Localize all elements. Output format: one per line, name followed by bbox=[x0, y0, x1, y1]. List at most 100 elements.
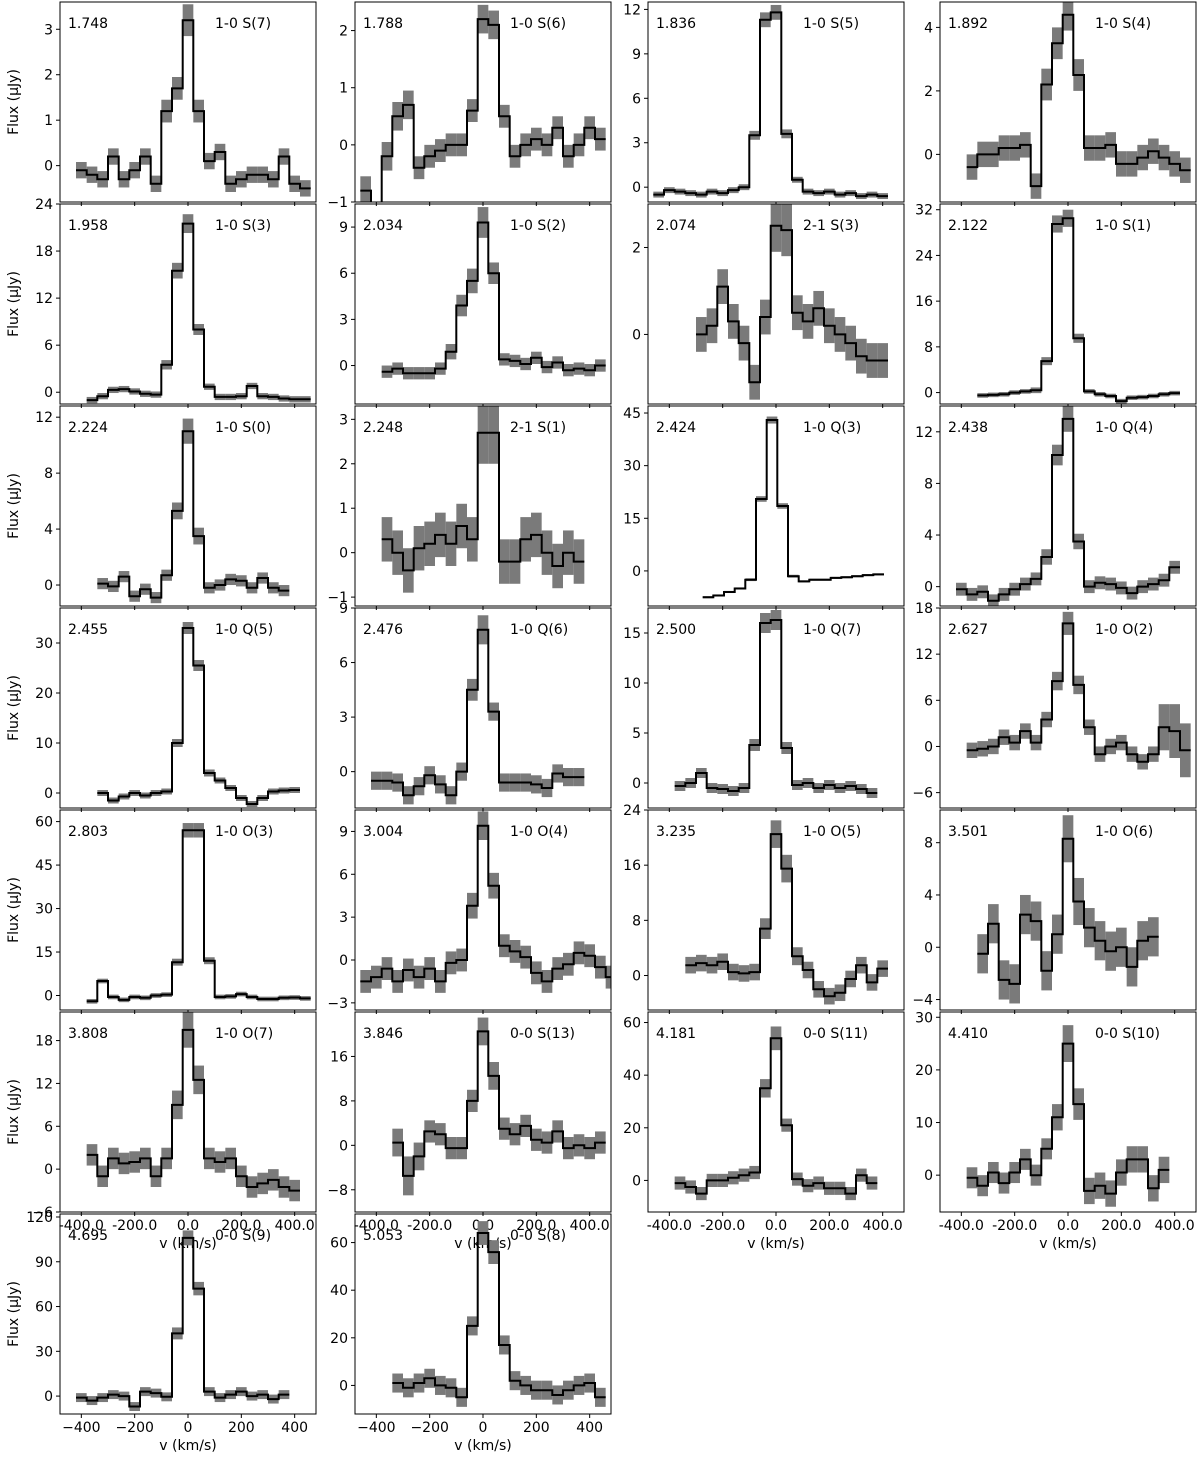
y-tick-label: 30 bbox=[35, 636, 53, 652]
y-tick-label: 12 bbox=[623, 2, 641, 18]
y-tick-label: 24 bbox=[623, 803, 641, 819]
y-tick-label: 0 bbox=[924, 940, 933, 956]
y-tick-label: 18 bbox=[35, 1034, 53, 1050]
y-tick-label: 1 bbox=[44, 113, 53, 129]
x-tick-label: 0.0 bbox=[177, 1218, 199, 1234]
y-tick-label: −3 bbox=[327, 996, 348, 1012]
y-tick-label: 2 bbox=[924, 84, 933, 100]
flux-step-line bbox=[97, 627, 300, 805]
transition-label: 1-0 O(4) bbox=[510, 824, 568, 840]
x-tick-label: -400.0 bbox=[647, 1218, 692, 1234]
panel-1-0-s-7-: 0 1 2 3 Flux (μJy) 1.748 1-0 S(7) bbox=[6, 1, 317, 206]
y-tick-label: 10 bbox=[623, 676, 641, 692]
y-tick-label: 120 bbox=[26, 1210, 53, 1226]
y-tick-label: 18 bbox=[915, 601, 933, 617]
y-tick-label: 10 bbox=[915, 1116, 933, 1132]
plot-area bbox=[674, 610, 878, 798]
y-tick-label: 12 bbox=[35, 291, 53, 307]
y-axis-label: Flux (μJy) bbox=[6, 1281, 22, 1347]
y-tick-label: 60 bbox=[623, 1016, 641, 1032]
panel-1-0-s-6-: −1 0 1 2 1.788 1-0 S(6) bbox=[327, 1, 612, 211]
x-tick-label: 200.0 bbox=[1101, 1218, 1141, 1234]
panel-1-0-q-5-: 0 10 20 30 Flux (μJy) 2.455 1-0 Q(5) bbox=[6, 607, 317, 812]
y-tick-label: 15 bbox=[623, 626, 641, 642]
y-tick-label: 16 bbox=[915, 294, 933, 310]
panel-1-0-q-3-: 0 15 30 45 2.424 1-0 Q(3) bbox=[623, 405, 905, 610]
y-tick-label: 10 bbox=[35, 736, 53, 752]
transition-label: 1-0 S(0) bbox=[215, 420, 271, 436]
y-tick-label: 4 bbox=[924, 20, 933, 36]
x-tick-label: -200.0 bbox=[700, 1218, 745, 1234]
transition-label: 0-0 S(10) bbox=[1095, 1026, 1160, 1042]
x-tick-label: 400.0 bbox=[570, 1218, 610, 1234]
panel-frame bbox=[59, 607, 317, 809]
y-tick-label: 6 bbox=[339, 656, 348, 672]
panel-2-1-s-3-: 0 2 2.074 2-1 S(3) bbox=[632, 203, 905, 408]
y-tick-label: 0 bbox=[924, 580, 933, 596]
panel-1-0-s-1-: 0 8 16 24 32 2.122 1-0 S(1) bbox=[915, 203, 1197, 408]
panel-frame bbox=[939, 1, 1197, 203]
panel-1-0-s-3-: 0 6 12 18 24 Flux (μJy) 1.958 1-0 S(3) bbox=[6, 197, 317, 408]
y-tick-label: 24 bbox=[915, 248, 933, 264]
y-tick-label: 4 bbox=[924, 528, 933, 544]
y-tick-label: −1 bbox=[327, 195, 348, 211]
plot-area bbox=[97, 418, 290, 604]
panel-1-0-s-0-: 0 4 8 12 Flux (μJy) 2.224 1-0 S(0) bbox=[6, 405, 317, 610]
y-tick-label: 0 bbox=[632, 327, 641, 343]
y-tick-label: 9 bbox=[339, 824, 348, 840]
y-tick-label: 8 bbox=[924, 476, 933, 492]
panel-1-0-s-2-: 0 3 6 9 2.034 1-0 S(2) bbox=[339, 203, 612, 408]
y-tick-label: 20 bbox=[330, 1331, 348, 1347]
x-tick-label: 200.0 bbox=[221, 1218, 261, 1234]
wavelength-label: 1.892 bbox=[948, 16, 988, 32]
wavelength-label: 2.034 bbox=[363, 218, 403, 234]
wavelength-label: 2.224 bbox=[68, 420, 108, 436]
y-tick-label: 3 bbox=[632, 136, 641, 152]
y-axis-label: Flux (μJy) bbox=[6, 473, 22, 539]
y-tick-label: 6 bbox=[44, 1119, 53, 1135]
y-tick-label: 3 bbox=[339, 412, 348, 428]
error-band bbox=[360, 176, 371, 202]
x-tick-label: 200 bbox=[228, 1420, 255, 1436]
y-tick-label: 24 bbox=[35, 197, 53, 213]
flux-step-line bbox=[86, 1028, 300, 1192]
flux-step-line bbox=[674, 619, 878, 794]
wavelength-label: 2.627 bbox=[948, 622, 988, 638]
y-tick-label: 60 bbox=[330, 1236, 348, 1252]
y-tick-label: 0 bbox=[44, 786, 53, 802]
plot-area bbox=[977, 815, 1159, 1004]
y-tick-label: 6 bbox=[924, 693, 933, 709]
plot-area bbox=[966, 2, 1191, 199]
wavelength-label: 4.181 bbox=[656, 1026, 696, 1042]
y-tick-label: 0 bbox=[44, 578, 53, 594]
x-tick-label: 400.0 bbox=[863, 1218, 903, 1234]
transition-label: 1-0 S(5) bbox=[803, 16, 859, 32]
y-tick-label: 32 bbox=[915, 203, 933, 219]
x-tick-label: −200 bbox=[410, 1420, 448, 1436]
wavelength-label: 4.695 bbox=[68, 1228, 108, 1244]
panel-1-0-o-3-: 0 15 30 45 60 Flux (μJy) 2.803 1-0 O(3) bbox=[6, 809, 317, 1014]
y-tick-label: 16 bbox=[623, 858, 641, 874]
transition-label: 1-0 S(2) bbox=[510, 218, 566, 234]
y-tick-label: 0 bbox=[632, 1173, 641, 1189]
flux-step-line bbox=[966, 1042, 1170, 1195]
wavelength-label: 2.424 bbox=[656, 420, 696, 436]
plot-area bbox=[392, 1017, 606, 1196]
panel-1-0-q-4-: 0 4 8 12 2.438 1-0 Q(4) bbox=[915, 405, 1197, 610]
wavelength-label: 2.500 bbox=[656, 622, 696, 638]
y-tick-label: 0 bbox=[44, 385, 53, 401]
x-tick-label: 0.0 bbox=[1057, 1218, 1079, 1234]
x-axis-label: v (km/s) bbox=[454, 1438, 511, 1454]
y-tick-label: 1 bbox=[339, 501, 348, 517]
error-band bbox=[770, 204, 782, 252]
y-tick-label: 8 bbox=[339, 1094, 348, 1110]
flux-step-line bbox=[977, 837, 1159, 985]
x-tick-label: 200 bbox=[523, 1420, 550, 1436]
panel-0-0-s-8-: 0 20 40 60 −400 −200 0 200 400 v (km/s) 5.053 0-0 S… bbox=[330, 1213, 612, 1454]
wavelength-label: 1.958 bbox=[68, 218, 108, 234]
y-tick-label: 2 bbox=[339, 457, 348, 473]
y-tick-label: 4 bbox=[924, 888, 933, 904]
plot-area bbox=[371, 615, 585, 805]
wavelength-label: 4.410 bbox=[948, 1026, 988, 1042]
